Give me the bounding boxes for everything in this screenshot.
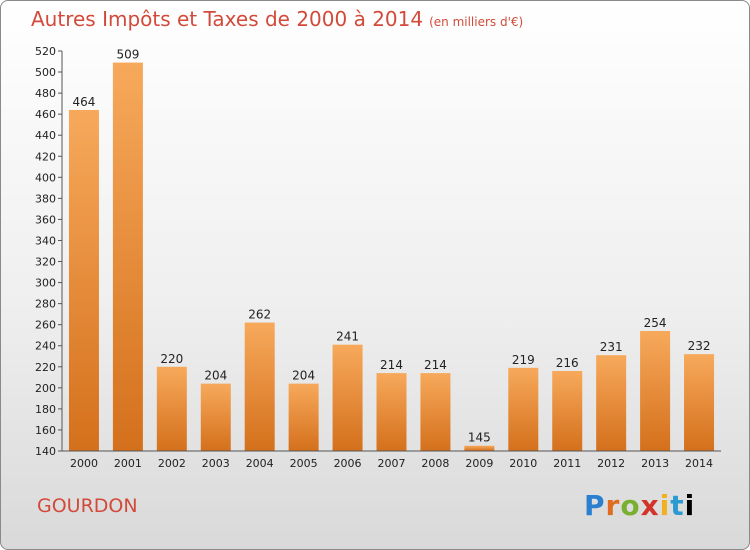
y-tick-label: 140 — [35, 445, 56, 458]
data-label-2001: 509 — [116, 48, 139, 62]
y-tick-label: 340 — [35, 234, 56, 247]
bar-2001 — [112, 62, 143, 451]
city-name: GOURDON — [37, 495, 138, 517]
chart-title: Autres Impôts et Taxes de 2000 à 2014 (en… — [31, 7, 523, 31]
y-tick-label: 240 — [35, 340, 56, 353]
y-tick-label: 180 — [35, 403, 56, 416]
data-label-2012: 231 — [600, 340, 623, 354]
x-tick-label-2007: 2007 — [378, 457, 406, 470]
data-label-2010: 219 — [512, 353, 535, 367]
bar-2009 — [464, 445, 495, 451]
data-label-2006: 241 — [336, 330, 359, 344]
y-tick-label: 480 — [35, 87, 56, 100]
x-tick-label-2013: 2013 — [641, 457, 669, 470]
x-tick-label-2003: 2003 — [202, 457, 230, 470]
x-tick-label-2000: 2000 — [70, 457, 98, 470]
x-tick-label-2010: 2010 — [509, 457, 537, 470]
data-label-2003: 204 — [204, 369, 227, 383]
y-tick-label: 200 — [35, 382, 56, 395]
x-tick-label-2004: 2004 — [246, 457, 274, 470]
data-label-2002: 220 — [160, 352, 183, 366]
x-tick-label-2002: 2002 — [158, 457, 186, 470]
x-tick-label-2001: 2001 — [114, 457, 142, 470]
x-tick-label-2009: 2009 — [465, 457, 493, 470]
y-tick-label: 460 — [35, 108, 56, 121]
chart-unit: (en milliers d'€) — [429, 15, 524, 29]
bar-2003 — [200, 383, 231, 451]
bar-2013 — [640, 331, 671, 451]
x-tick-label-2011: 2011 — [553, 457, 581, 470]
bar-2000 — [68, 109, 99, 452]
data-label-2007: 214 — [380, 358, 403, 372]
data-label-2011: 216 — [556, 356, 579, 370]
bar-2005 — [288, 383, 319, 451]
x-tick-label-2012: 2012 — [597, 457, 625, 470]
y-tick-label: 160 — [35, 424, 56, 437]
chart-title-text: Autres Impôts et Taxes de 2000 à 2014 — [31, 7, 424, 31]
x-tick-label-2005: 2005 — [290, 457, 318, 470]
x-tick-label-2006: 2006 — [334, 457, 362, 470]
bar-2006 — [332, 344, 363, 451]
bar-2012 — [596, 355, 627, 451]
bar-2008 — [420, 373, 451, 451]
data-label-2014: 232 — [688, 339, 711, 353]
bar-2007 — [376, 373, 407, 451]
y-tick-label: 440 — [35, 129, 56, 142]
y-tick-label: 220 — [35, 361, 56, 374]
y-tick-label: 300 — [35, 277, 56, 290]
data-label-2009: 145 — [468, 431, 491, 445]
y-tick-label: 320 — [35, 256, 56, 269]
y-tick-label: 500 — [35, 66, 56, 79]
data-label-2000: 464 — [73, 95, 96, 109]
y-tick-label: 380 — [35, 192, 56, 205]
data-label-2005: 204 — [292, 369, 315, 383]
bar-2004 — [244, 322, 275, 451]
data-label-2013: 254 — [644, 316, 667, 330]
y-tick-label: 420 — [35, 150, 56, 163]
x-tick-label-2008: 2008 — [421, 457, 449, 470]
bar-2010 — [508, 367, 539, 451]
y-tick-label: 360 — [35, 213, 56, 226]
y-tick-label: 260 — [35, 319, 56, 332]
bar-2011 — [552, 371, 583, 451]
y-tick-label: 520 — [35, 45, 56, 58]
data-label-2008: 214 — [424, 358, 447, 372]
bar-2014 — [684, 354, 715, 451]
x-tick-label-2014: 2014 — [685, 457, 713, 470]
y-tick-label: 280 — [35, 298, 56, 311]
y-tick-label: 400 — [35, 171, 56, 184]
data-label-2004: 262 — [248, 308, 271, 322]
bar-2002 — [156, 366, 187, 451]
proxiti-logo: Proxiti — [584, 489, 696, 522]
